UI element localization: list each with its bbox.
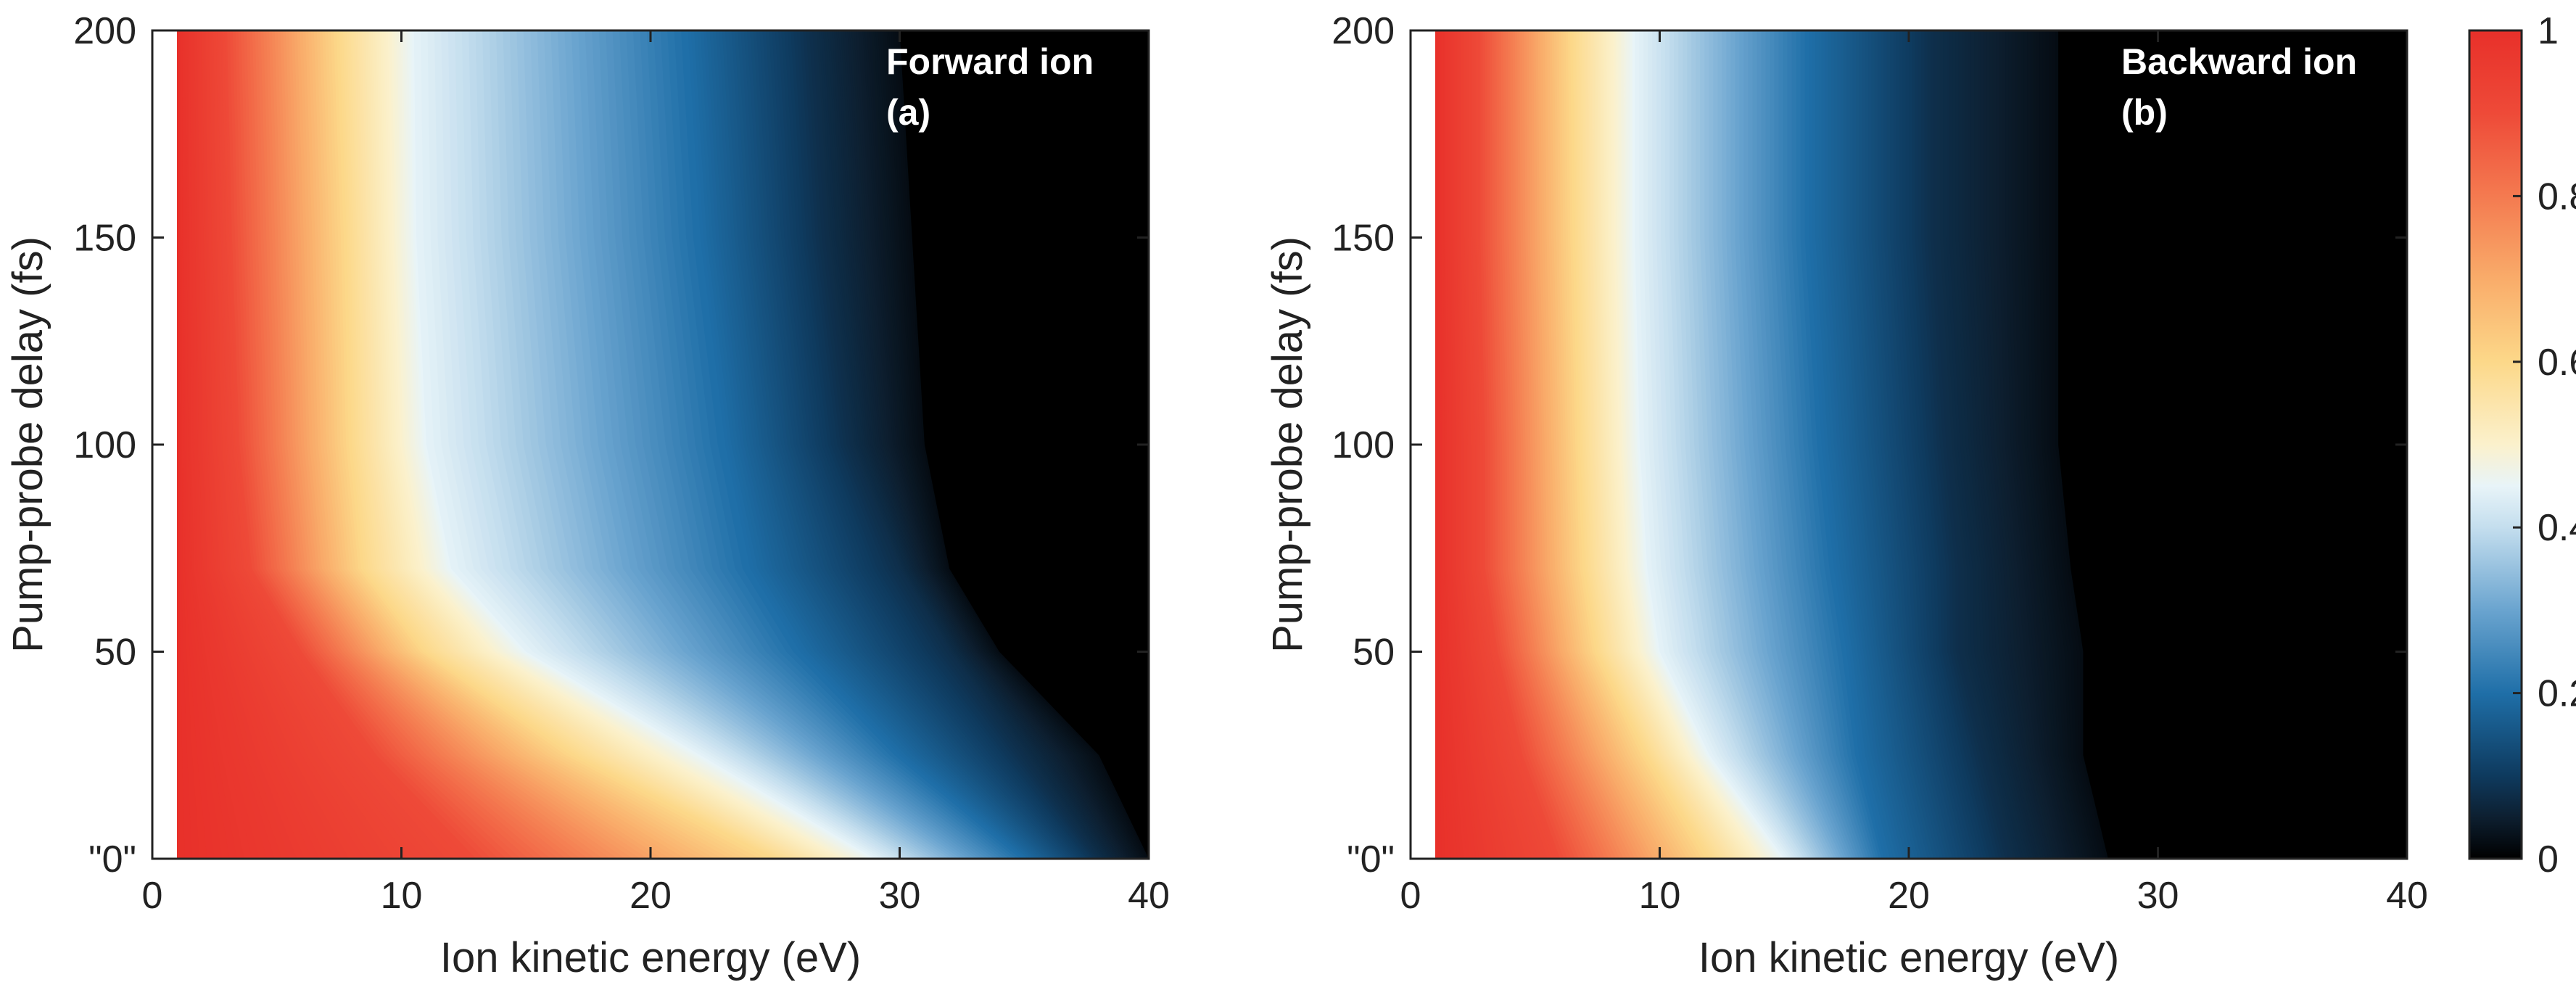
colorbar-tick-label: 0.4: [2538, 507, 2576, 549]
x-tick-label: 30: [879, 875, 921, 917]
colorbar-tick-label: 0: [2538, 838, 2559, 881]
x-ticks-backward: 0 10 20 30 40: [1400, 30, 2428, 917]
y-ticks-forward: "0" 50 100 150 200: [73, 10, 1149, 881]
x-tick-label: 40: [1128, 875, 1170, 917]
y-tick-label: 200: [73, 10, 136, 52]
panel-label-a: (a): [886, 92, 930, 133]
x-tick-label: 30: [2137, 875, 2179, 917]
panel-title-backward: Backward ion: [2121, 41, 2357, 82]
level-fill-forward: [177, 30, 185, 859]
colorbar-ticks: 0 0.2 0.4 0.6 0.8 1: [2513, 10, 2576, 881]
colorbar: 0 0.2 0.4 0.6 0.8 1: [2468, 10, 2576, 881]
panel-backward: 0 10 20 30 40 "0" 50 100 150 200 Backward ion (b…: [1264, 10, 2428, 981]
y-tick-label: 150: [73, 218, 136, 260]
y-axis-title-forward: Pump-probe delay (fs): [4, 236, 51, 653]
y-tick-label: 200: [1332, 10, 1395, 52]
colorbar-tick-label: 0.6: [2538, 342, 2576, 384]
x-tick-label: 20: [1888, 875, 1930, 917]
x-tick-label: 20: [629, 875, 672, 917]
y-tick-label: 100: [1332, 424, 1395, 466]
colorbar-frame: [2468, 29, 2523, 860]
y-tick-label: "0": [1347, 838, 1395, 881]
y-tick-label: 50: [94, 632, 136, 674]
x-ticks-forward: 0 10 20 30 40: [142, 30, 1170, 917]
y-ticks-backward: "0" 50 100 150 200: [1332, 10, 2407, 881]
x-tick-label: 10: [1639, 875, 1681, 917]
x-axis-title-backward: Ion kinetic energy (eV): [1698, 934, 2119, 981]
y-tick-label: "0": [88, 838, 136, 881]
y-tick-label: 150: [1332, 218, 1395, 260]
heatmap-forward: [152, 30, 1149, 859]
y-axis-title-backward: Pump-probe delay (fs): [1264, 236, 1311, 653]
colorbar-tick-label: 0.2: [2538, 673, 2576, 715]
colorbar-tick-label: 1: [2538, 10, 2559, 52]
colorbar-tick-label: 0.8: [2538, 176, 2576, 218]
level-fill-forward: [177, 30, 192, 859]
panel-label-b: (b): [2121, 92, 2168, 133]
colorbar-gradient: [2469, 30, 2522, 859]
panel-title-forward: Forward ion: [886, 41, 1094, 82]
heatmap-backward: [1411, 30, 2407, 859]
x-axis-title-forward: Ion kinetic energy (eV): [440, 934, 861, 981]
x-tick-label: 40: [2386, 875, 2428, 917]
level-fill-backward: [1435, 30, 1439, 859]
y-tick-label: 50: [1353, 632, 1395, 674]
x-tick-label: 10: [381, 875, 423, 917]
x-tick-label: 0: [142, 875, 163, 917]
y-tick-label: 100: [73, 424, 136, 466]
x-tick-label: 0: [1400, 875, 1421, 917]
panel-forward: 0 10 20 30 40 "0" 50 100 150 200 Forward ion (a)…: [4, 10, 1170, 981]
